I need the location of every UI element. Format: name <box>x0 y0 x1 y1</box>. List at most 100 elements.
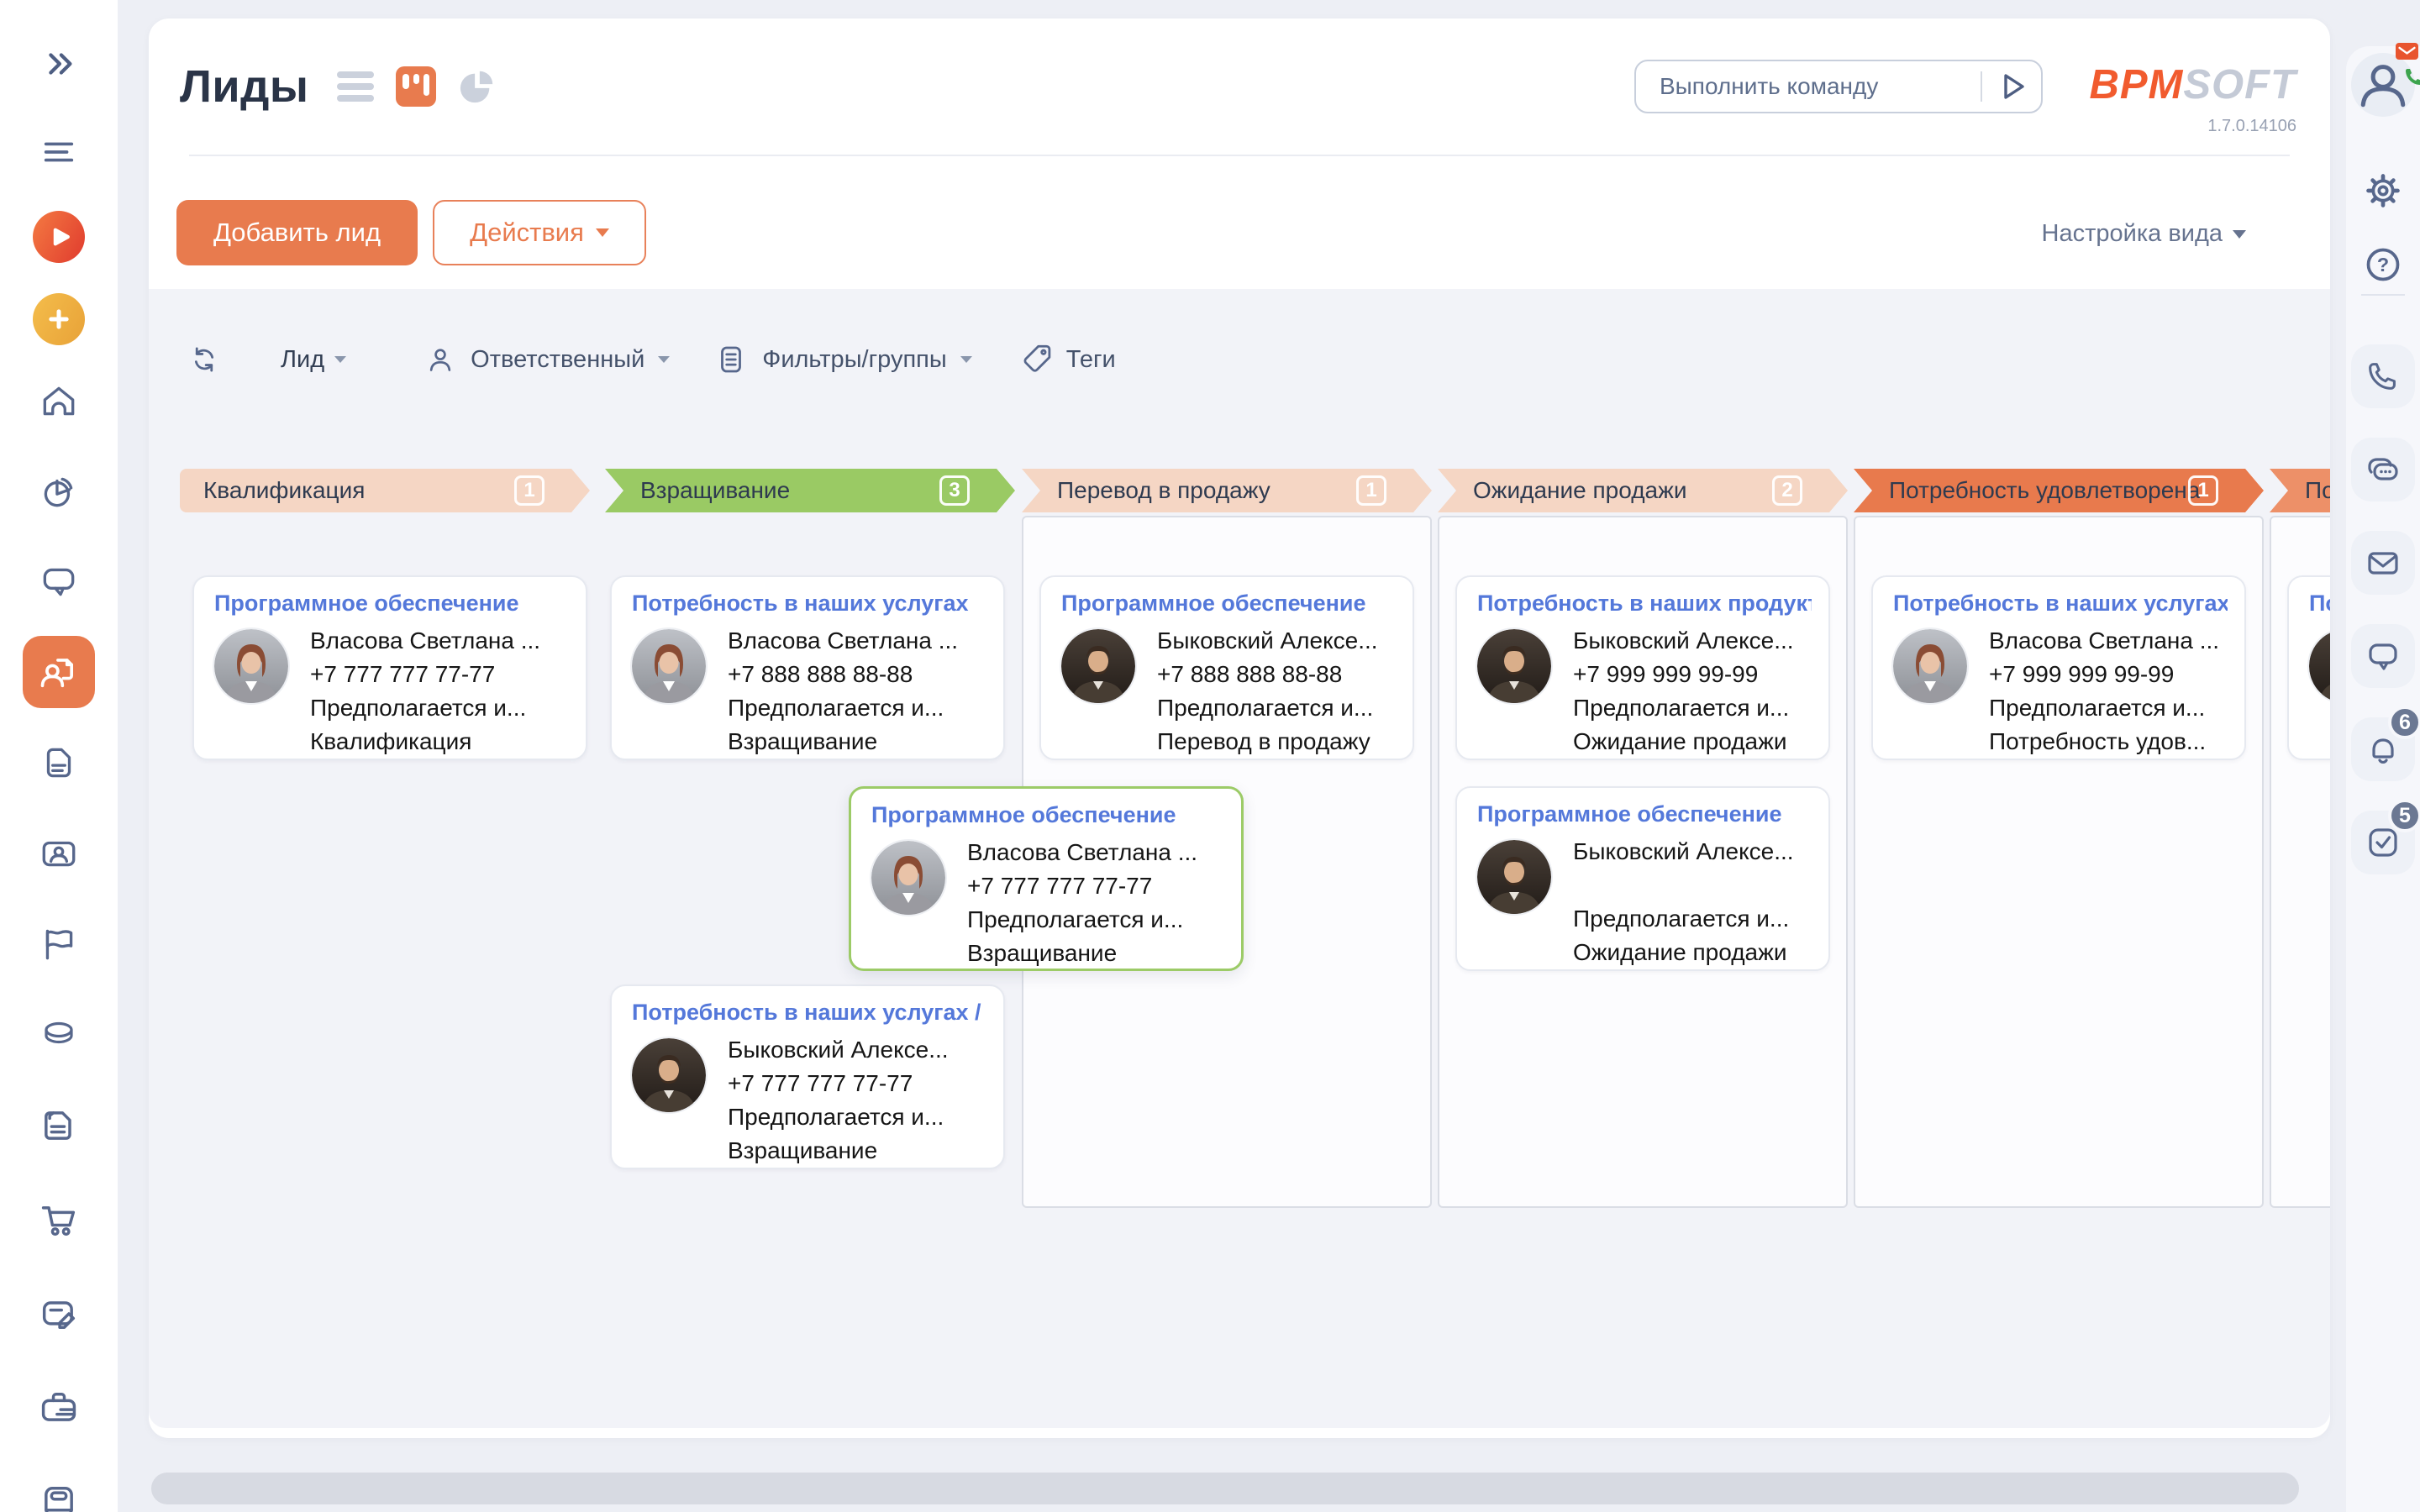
email-envelope-icon[interactable] <box>2351 531 2415 595</box>
projects-case-icon[interactable] <box>37 1386 81 1430</box>
lead-note: Предполагается и... <box>1157 695 1374 721</box>
lead-title-link[interactable]: Программное обеспечение <box>214 591 519 616</box>
kanban-view-icon[interactable] <box>396 66 437 107</box>
leads-section-active[interactable] <box>23 636 95 708</box>
lead-phone: +7 777 777 77-77 <box>967 873 1153 899</box>
expand-double-chevron-icon[interactable] <box>39 45 78 83</box>
lead-title-link[interactable]: Потребность в наших услугах <box>1893 591 2228 616</box>
owner-filter[interactable]: Ответственный <box>471 345 645 373</box>
campaigns-flag-icon[interactable] <box>38 923 80 965</box>
avatar-woman <box>632 629 706 703</box>
horizontal-scrollbar[interactable] <box>151 1473 2299 1504</box>
groups-filter[interactable]: Фильтры/группы <box>762 345 947 373</box>
calls-phone-icon[interactable] <box>2351 344 2415 408</box>
view-settings-label: Настройка вида <box>2041 220 2223 247</box>
avatar-woman <box>1893 629 1967 703</box>
quick-add-button[interactable] <box>33 293 85 345</box>
command-placeholder: Выполнить команду <box>1660 73 1879 99</box>
run-command-icon[interactable] <box>1992 68 2029 105</box>
lead-card[interactable]: Потребность в наших услугах / Наш... Бык… <box>610 984 1005 1169</box>
profile-button[interactable] <box>2351 43 2420 117</box>
orders-cart-icon[interactable] <box>37 1198 81 1242</box>
column-header-sales-transfer[interactable]: Перевод в продажу 1 <box>1022 469 1432 512</box>
tasks-check-icon[interactable]: 5 <box>2351 799 2420 874</box>
column-header-need-satisfied[interactable]: Потребность удовлетворена 1 <box>1854 469 2264 512</box>
filter-bar: Лид Ответственный Фильтры/группы Теги <box>187 329 1116 390</box>
kanban-board: Лид Ответственный Фильтры/группы Теги Кв… <box>149 289 2330 1428</box>
view-settings-button[interactable]: Настройка вида <box>2042 220 2246 248</box>
lead-note: Предполагается и... <box>967 906 1184 932</box>
header-divider <box>189 155 2290 156</box>
command-input[interactable]: Выполнить команду <box>1634 60 2043 113</box>
actions-button[interactable]: Действия <box>433 200 646 265</box>
lead-stage: Ожидание продажи <box>1573 728 1787 754</box>
lead-contact-name: Власова Светлана ... <box>967 839 1198 865</box>
notifications-bell-icon[interactable]: 6 <box>2351 706 2420 781</box>
run-process-button[interactable] <box>33 211 85 263</box>
messengers-chats-icon[interactable] <box>2351 438 2415 501</box>
knowledge-docs-icon[interactable] <box>37 1104 81 1147</box>
chevron-down-icon <box>658 356 671 363</box>
menu-hamburger-icon[interactable] <box>39 133 78 171</box>
lead-phone <box>1573 869 1812 902</box>
add-lead-button[interactable]: Добавить лид <box>176 200 418 265</box>
leads-person-doc-icon <box>23 636 95 708</box>
call-status-icon <box>2403 66 2420 87</box>
lead-card[interactable]: Программное обеспечение Быковский Алексе… <box>1455 786 1830 971</box>
help-icon[interactable]: ? <box>2360 241 2407 288</box>
column-count-badge: 1 <box>2188 475 2218 506</box>
lead-phone: +7 999 999 99-99 <box>1989 661 2175 687</box>
refresh-icon[interactable] <box>187 342 222 377</box>
lead-card[interactable]: Потребность в наших продуктах Быковский … <box>1455 575 1830 760</box>
lead-title-link[interactable]: Потребность в наших услугах <box>632 591 969 616</box>
list-view-icon[interactable] <box>337 71 375 102</box>
invoices-edit-icon[interactable] <box>37 1292 81 1336</box>
settings-gear-icon[interactable] <box>2360 167 2407 214</box>
lead-contact-name: Быковский Алексе... <box>1157 627 1378 654</box>
contacts-card-icon[interactable] <box>38 832 80 874</box>
actions-label: Действия <box>470 218 584 247</box>
play-icon <box>33 211 85 263</box>
rail-divider <box>2361 294 2405 296</box>
lead-card[interactable]: Программное обеспечение Быковский Алексе… <box>1039 575 1414 760</box>
lead-title-link[interactable]: Программное обеспечение <box>1477 801 1782 827</box>
lead-title-link[interactable]: Пот <box>2309 591 2330 616</box>
finance-coin-icon[interactable] <box>39 1012 79 1053</box>
lead-title-link[interactable]: Программное обеспечение <box>871 802 1176 827</box>
lead-note: Предполагается и... <box>1989 695 2206 721</box>
pie-view-icon[interactable] <box>458 67 497 106</box>
column-header-clipped[interactable]: По <box>2270 469 2330 512</box>
lead-contact-name: Власова Светлана ... <box>310 627 541 654</box>
filters-icon <box>713 342 749 377</box>
column-header-nurturing[interactable]: Взращивание 3 <box>605 469 1015 512</box>
chat-bubble-icon[interactable] <box>2351 624 2415 688</box>
entity-selector[interactable]: Лид <box>281 345 325 373</box>
analytics-pie-icon[interactable] <box>38 470 80 512</box>
notifications-badge: 6 <box>2388 706 2420 739</box>
avatar-woman <box>871 841 945 915</box>
lead-card[interactable]: Потребность в наших услугах Власова Свет… <box>610 575 1005 760</box>
documents-page-icon[interactable] <box>38 742 80 784</box>
avatar-man <box>1477 840 1551 914</box>
avatar-man <box>632 1038 706 1112</box>
lead-card[interactable]: Потребность в наших услугах Власова Свет… <box>1871 575 2246 760</box>
lead-card-dragged[interactable]: Программное обеспечение Власова Светлана… <box>849 786 1244 971</box>
lead-phone: +7 777 777 77-77 <box>728 1070 913 1096</box>
column-header-awaiting-sale[interactable]: Ожидание продажи 2 <box>1438 469 1848 512</box>
tags-filter[interactable]: Теги <box>1065 345 1116 373</box>
column-header-qualification[interactable]: Квалификация 1 <box>180 469 590 512</box>
products-device-icon[interactable] <box>37 1480 81 1512</box>
lead-contact-name: Быковский Алексе... <box>1573 627 1794 654</box>
lead-title-link[interactable]: Потребность в наших продуктах <box>1477 591 1812 616</box>
lead-title-link[interactable]: Программное обеспечение <box>1061 591 1366 616</box>
lead-card[interactable]: Программное обеспечение Власова Светлана… <box>192 575 587 760</box>
lead-contact-name: Быковский Алексе... <box>1573 838 1794 864</box>
lead-title-link[interactable]: Потребность в наших услугах / Наш... <box>632 1000 986 1025</box>
lead-card-clipped[interactable]: Пот <box>2287 575 2330 760</box>
lead-stage: Квалификация <box>310 728 472 754</box>
brand-block: BPMSOFT 1.7.0.14106 <box>2078 61 2296 136</box>
feed-chat-icon[interactable] <box>38 560 80 602</box>
lead-note: Предполагается и... <box>310 695 527 721</box>
column-count-badge: 3 <box>939 475 970 506</box>
home-icon[interactable] <box>38 381 80 423</box>
